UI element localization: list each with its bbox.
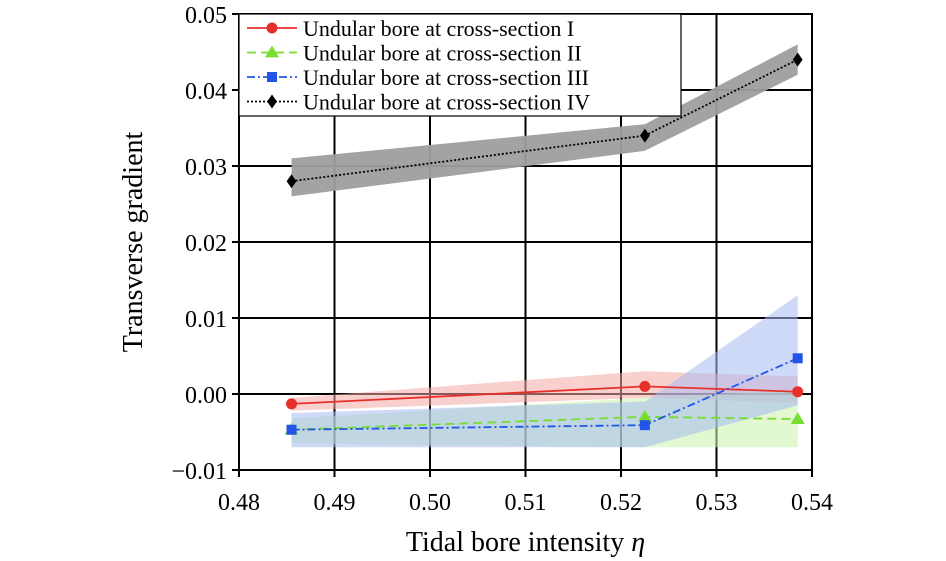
legend-label-series-4: Undular bore at cross-section IV <box>303 90 590 115</box>
x-tick-label-2: 0.50 <box>409 490 451 516</box>
legend-marker-series-1 <box>266 22 278 34</box>
y-tick-label-3: 0.02 <box>185 231 227 257</box>
band-series-3 <box>291 295 798 448</box>
marker-series-4-point-3 <box>792 52 803 67</box>
x-tick-label-5: 0.53 <box>696 490 738 516</box>
legend-label-series-2: Undular bore at cross-section II <box>303 41 582 66</box>
x-tick-label-6: 0.54 <box>791 490 833 516</box>
marker-series-1-point-2 <box>639 380 651 392</box>
marker-series-3-point-2 <box>639 420 650 431</box>
marker-series-1-point-1 <box>286 398 298 410</box>
marker-series-4-point-1 <box>286 174 297 189</box>
y-tick-label-1: 0.00 <box>185 383 227 409</box>
band-series-4 <box>291 44 798 197</box>
y-tick-label-0: −0.01 <box>171 459 227 485</box>
x-tick-label-1: 0.49 <box>314 490 356 516</box>
x-tick-label-3: 0.51 <box>505 490 547 516</box>
axis-ticks: 0.48 0.49 0.50 0.51 0.52 0.53 0.54 −0.01 0.00 0.0… <box>171 3 833 516</box>
y-tick-label-6: 0.05 <box>185 3 227 29</box>
x-axis-title-symbol: η <box>631 527 645 558</box>
marker-series-2-point-2 <box>637 409 652 422</box>
legend-marker-series-4 <box>267 94 277 109</box>
y-axis-title: Transverse gradient <box>118 131 149 352</box>
x-axis-title: Tidal bore intensity η <box>406 527 645 558</box>
marker-series-2-point-3 <box>790 412 805 424</box>
y-tick-label-2: 0.01 <box>185 307 227 333</box>
marker-series-1-point-3 <box>792 386 804 398</box>
uncertainty-bands <box>291 44 798 448</box>
x-tick-label-4: 0.52 <box>600 490 642 516</box>
legend-label-series-3: Undular bore at cross-section III <box>303 65 589 90</box>
x-tick-label-0: 0.48 <box>218 490 260 516</box>
legend-label-series-1: Undular bore at cross-section I <box>303 16 574 41</box>
marker-series-3-point-1 <box>286 424 297 435</box>
x-axis-title-text: Tidal bore intensity <box>406 527 624 558</box>
y-tick-label-4: 0.03 <box>185 155 227 181</box>
legend-marker-series-3 <box>267 72 277 82</box>
y-tick-label-5: 0.04 <box>185 79 227 105</box>
marker-series-4-point-2 <box>639 128 650 143</box>
series-markers <box>284 52 805 435</box>
marker-series-3-point-3 <box>792 353 803 364</box>
legend-marker-series-2 <box>265 45 279 58</box>
legend-box <box>238 13 682 117</box>
